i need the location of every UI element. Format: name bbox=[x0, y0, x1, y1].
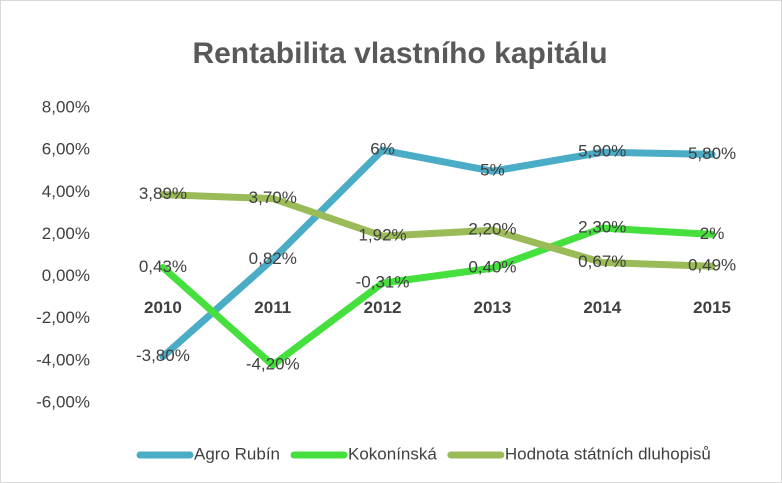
data-label: -3,80% bbox=[136, 346, 190, 365]
data-label: -4,20% bbox=[246, 355, 300, 374]
y-tick-label: 4,00% bbox=[42, 182, 90, 201]
data-label: 0,82% bbox=[249, 249, 297, 268]
x-tick-label: 2011 bbox=[254, 298, 291, 317]
data-label: 5,90% bbox=[578, 142, 626, 161]
data-label: -0,31% bbox=[356, 273, 410, 292]
data-label: 2,30% bbox=[578, 218, 626, 237]
legend-label: Hodnota státních dluhopisů bbox=[505, 444, 711, 463]
chart-title: Rentabilita vlastního kapitálu bbox=[192, 37, 607, 70]
y-tick-label: 2,00% bbox=[42, 224, 90, 243]
data-label: 2,20% bbox=[468, 220, 516, 239]
data-label: 0,43% bbox=[139, 257, 187, 276]
x-tick-label: 2014 bbox=[583, 298, 621, 317]
y-tick-label: 6,00% bbox=[42, 140, 90, 159]
data-label: 5,80% bbox=[688, 144, 736, 163]
data-label: 6% bbox=[370, 140, 395, 159]
data-label: 3,89% bbox=[139, 184, 187, 203]
series-line bbox=[159, 146, 716, 361]
x-tick-label: 2015 bbox=[693, 298, 731, 317]
data-label: 3,70% bbox=[249, 188, 297, 207]
y-tick-label: -4,00% bbox=[36, 350, 90, 369]
y-tick-label: -2,00% bbox=[36, 308, 90, 327]
legend-label: Kokonínská bbox=[348, 444, 437, 463]
data-label: 1,92% bbox=[358, 226, 406, 245]
y-tick-label: -6,00% bbox=[36, 392, 90, 411]
data-label: 0,49% bbox=[688, 256, 736, 275]
legend-label: Agro Rubín bbox=[194, 444, 280, 463]
x-tick-label: 2013 bbox=[474, 298, 512, 317]
y-tick-label: 0,00% bbox=[42, 266, 90, 285]
y-tick-label: 8,00% bbox=[42, 97, 90, 116]
series-line bbox=[159, 224, 716, 369]
x-tick-label: 2012 bbox=[364, 298, 402, 317]
series-line bbox=[159, 191, 716, 270]
data-label: 2% bbox=[700, 224, 725, 243]
data-label: 5% bbox=[480, 161, 505, 180]
data-label: 0,40% bbox=[468, 258, 516, 277]
data-label: 0,67% bbox=[578, 252, 626, 271]
x-tick-label: 2010 bbox=[144, 298, 182, 317]
